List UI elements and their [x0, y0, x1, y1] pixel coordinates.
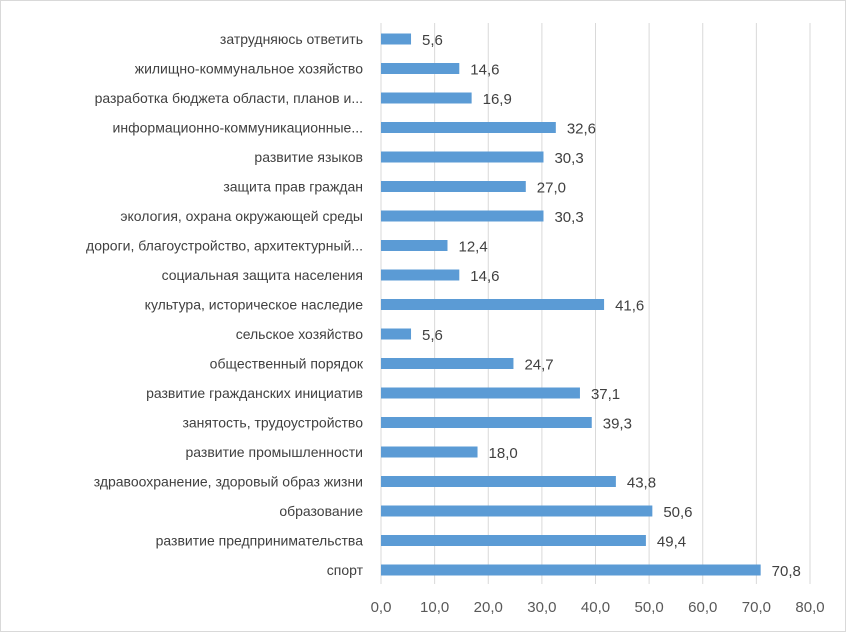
x-tick-label: 40,0: [581, 599, 610, 616]
x-tick-label: 20,0: [474, 599, 503, 616]
data-label: 12,4: [458, 239, 487, 256]
bar: [381, 476, 616, 487]
bar: [381, 151, 544, 163]
category-label: сельское хозяйство: [236, 326, 364, 342]
category-label: развитие языков: [254, 149, 363, 165]
category-label: развитие предпринимательства: [156, 533, 364, 549]
data-label: 5,6: [422, 32, 443, 49]
category-label: занятость, трудоустройство: [182, 415, 363, 431]
data-label: 24,7: [524, 357, 553, 374]
value-labels: 5,6 14,6 16,9 32,6 30,3 27,0 30,3 12,4 14,6 41,6 5…: [422, 32, 801, 580]
category-label: спорт: [327, 562, 364, 578]
data-label: 43,8: [627, 475, 656, 492]
data-label: 30,3: [554, 209, 583, 226]
bar: [381, 92, 472, 104]
data-label: 50,6: [663, 504, 692, 521]
x-tick-label: 50,0: [635, 599, 664, 616]
data-label: 32,6: [567, 121, 596, 138]
x-tick-label: 60,0: [688, 599, 717, 616]
bar: [381, 564, 761, 576]
bar: [381, 358, 514, 369]
bar: [381, 299, 605, 310]
category-label: экология, охрана окружающей среды: [120, 208, 363, 224]
category-label: защита прав граждан: [223, 179, 363, 195]
bar: [381, 122, 556, 133]
bar: [381, 417, 592, 428]
bar: [381, 535, 646, 546]
category-label: развитие промышленности: [185, 444, 363, 460]
category-label: информационно-коммуникационные...: [113, 120, 363, 136]
data-label: 5,6: [422, 327, 443, 344]
category-label: социальная защита населения: [162, 267, 363, 283]
bar: [381, 33, 412, 45]
bar: [381, 269, 460, 281]
x-axis-tick-labels: 0,0 10,0 20,0 30,0 40,0 50,0 60,0 70,0 80,0: [371, 599, 825, 616]
bar: [381, 210, 544, 222]
x-tick-label: 70,0: [742, 599, 771, 616]
category-labels: затрудняюсь ответить жилищно-коммунальное…: [86, 31, 364, 578]
bar: [381, 328, 412, 340]
bar: [381, 240, 448, 251]
category-label: затрудняюсь ответить: [220, 31, 363, 47]
bar: [381, 505, 653, 517]
category-label: развитие гражданских инициатив: [146, 385, 363, 401]
data-label: 14,6: [470, 268, 499, 285]
bar: [381, 446, 478, 458]
category-label: дороги, благоустройство, архитектурный..…: [86, 238, 363, 254]
bar: [381, 387, 580, 399]
category-label: жилищно-коммунальное хозяйство: [135, 61, 364, 77]
data-label: 70,8: [772, 563, 801, 580]
bar: [381, 181, 526, 192]
category-label: разработка бюджета области, планов и...: [95, 90, 363, 106]
data-label: 18,0: [489, 445, 518, 462]
category-label: общественный порядок: [210, 356, 364, 372]
category-label: культура, историческое наследие: [145, 297, 364, 313]
data-label: 14,6: [470, 62, 499, 79]
data-label: 49,4: [657, 534, 686, 551]
data-label: 37,1: [591, 386, 620, 403]
category-label: образование: [279, 503, 363, 519]
data-label: 39,3: [603, 416, 632, 433]
data-label: 41,6: [615, 298, 644, 315]
data-label: 16,9: [483, 91, 512, 108]
bar: [381, 63, 460, 74]
data-label: 27,0: [537, 180, 566, 197]
data-label: 30,3: [554, 150, 583, 167]
x-tick-label: 80,0: [795, 599, 824, 616]
category-label: здравоохранение, здоровый образ жизни: [94, 474, 363, 490]
x-tick-label: 30,0: [527, 599, 556, 616]
x-tick-label: 0,0: [371, 599, 392, 616]
bars: [381, 33, 761, 576]
x-tick-label: 10,0: [420, 599, 449, 616]
